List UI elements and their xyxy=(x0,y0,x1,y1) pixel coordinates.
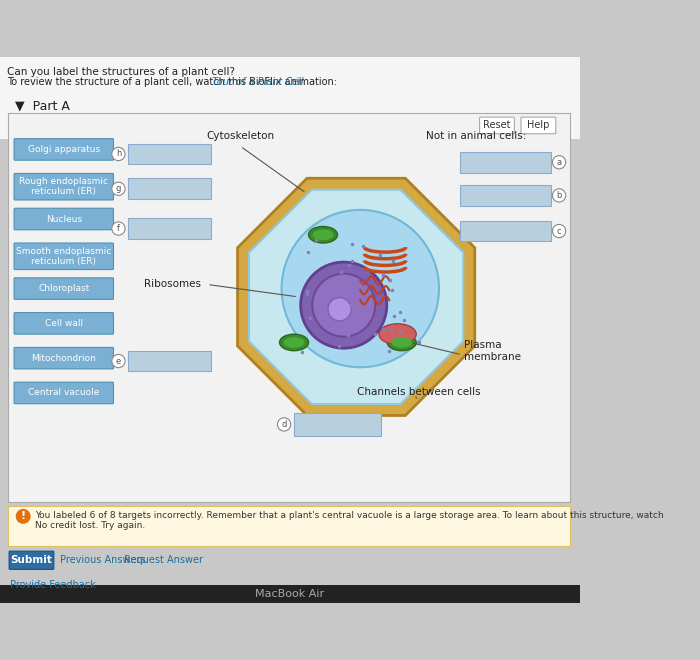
Ellipse shape xyxy=(284,337,304,348)
Text: Tour of a Plant Cell: Tour of a Plant Cell xyxy=(212,77,304,86)
FancyBboxPatch shape xyxy=(8,113,570,502)
Circle shape xyxy=(112,147,125,160)
FancyBboxPatch shape xyxy=(460,185,551,206)
Text: !: ! xyxy=(20,512,26,521)
Text: Previous Answers: Previous Answers xyxy=(60,555,146,565)
Text: Smooth endoplasmic
reticulum (ER): Smooth endoplasmic reticulum (ER) xyxy=(16,247,111,266)
Text: Reset: Reset xyxy=(483,120,511,131)
Circle shape xyxy=(281,210,439,367)
FancyBboxPatch shape xyxy=(14,243,113,269)
Text: ▼  Part A: ▼ Part A xyxy=(15,100,70,113)
Text: b: b xyxy=(556,191,562,200)
Text: Central vacuole: Central vacuole xyxy=(28,389,99,397)
Text: g: g xyxy=(116,184,121,193)
Text: d: d xyxy=(281,420,287,429)
Text: Channels between cells: Channels between cells xyxy=(357,387,480,397)
Circle shape xyxy=(112,182,125,195)
Circle shape xyxy=(552,156,566,169)
Text: Request Answer: Request Answer xyxy=(124,555,203,565)
Text: Ribosomes: Ribosomes xyxy=(144,279,202,290)
Circle shape xyxy=(552,224,566,238)
FancyBboxPatch shape xyxy=(14,174,113,200)
Circle shape xyxy=(328,298,351,321)
Text: Rough endoplasmic
reticulum (ER): Rough endoplasmic reticulum (ER) xyxy=(20,177,108,197)
Circle shape xyxy=(112,222,125,235)
FancyBboxPatch shape xyxy=(294,412,381,436)
Ellipse shape xyxy=(391,337,412,348)
FancyBboxPatch shape xyxy=(14,313,113,334)
FancyBboxPatch shape xyxy=(480,117,514,134)
FancyBboxPatch shape xyxy=(521,117,556,134)
FancyBboxPatch shape xyxy=(14,347,113,369)
Ellipse shape xyxy=(279,334,309,350)
FancyBboxPatch shape xyxy=(128,178,211,199)
Circle shape xyxy=(15,509,31,524)
Text: Cell wall: Cell wall xyxy=(45,319,83,328)
Text: Submit: Submit xyxy=(10,555,52,565)
Text: Mitochondrion: Mitochondrion xyxy=(32,354,96,362)
FancyBboxPatch shape xyxy=(460,152,551,173)
FancyBboxPatch shape xyxy=(14,278,113,300)
Text: Golgi apparatus: Golgi apparatus xyxy=(28,145,100,154)
Text: Plasma
membrane: Plasma membrane xyxy=(464,340,521,362)
Text: c: c xyxy=(556,226,561,236)
FancyBboxPatch shape xyxy=(0,585,580,603)
Text: Can you label the structures of a plant cell?: Can you label the structures of a plant … xyxy=(6,67,235,77)
FancyBboxPatch shape xyxy=(128,350,211,372)
Circle shape xyxy=(277,418,290,431)
Text: Provide Feedback: Provide Feedback xyxy=(10,580,96,590)
Text: No credit lost. Try again.: No credit lost. Try again. xyxy=(35,521,145,529)
Polygon shape xyxy=(237,178,475,416)
FancyBboxPatch shape xyxy=(460,220,551,242)
Circle shape xyxy=(552,189,566,202)
FancyBboxPatch shape xyxy=(9,551,54,570)
FancyBboxPatch shape xyxy=(128,218,211,239)
Ellipse shape xyxy=(379,324,416,345)
Text: e: e xyxy=(116,356,121,366)
Text: Nucleus: Nucleus xyxy=(46,214,82,224)
Circle shape xyxy=(112,354,125,368)
Text: a: a xyxy=(556,158,561,167)
Text: Help: Help xyxy=(527,120,550,131)
Text: f: f xyxy=(117,224,120,233)
Text: You labeled 6 of 8 targets incorrectly. Remember that a plant's central vacuole : You labeled 6 of 8 targets incorrectly. … xyxy=(35,511,664,519)
Text: Chloroplast: Chloroplast xyxy=(38,284,90,293)
Circle shape xyxy=(301,262,387,348)
FancyBboxPatch shape xyxy=(0,57,580,139)
FancyBboxPatch shape xyxy=(14,139,113,160)
Circle shape xyxy=(312,274,375,337)
Ellipse shape xyxy=(313,230,333,240)
FancyBboxPatch shape xyxy=(14,382,113,404)
Polygon shape xyxy=(249,189,463,404)
FancyBboxPatch shape xyxy=(14,209,113,230)
Ellipse shape xyxy=(387,334,416,350)
Ellipse shape xyxy=(309,226,337,243)
Text: Cytoskeleton: Cytoskeleton xyxy=(206,131,274,141)
FancyBboxPatch shape xyxy=(128,144,211,164)
Text: To review the structure of a plant cell, watch this BioFlix animation:: To review the structure of a plant cell,… xyxy=(6,77,340,86)
FancyBboxPatch shape xyxy=(8,506,570,546)
Text: MacBook Air: MacBook Air xyxy=(256,589,325,599)
Text: Not in animal cells:: Not in animal cells: xyxy=(426,131,526,141)
Text: h: h xyxy=(116,150,121,158)
